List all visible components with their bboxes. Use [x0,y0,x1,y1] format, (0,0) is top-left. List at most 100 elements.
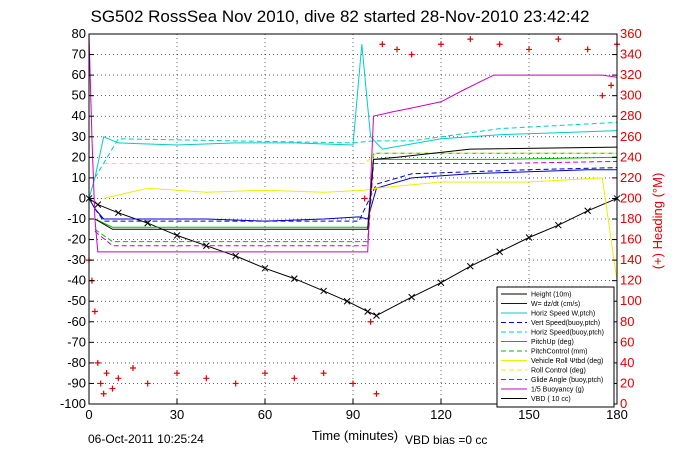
legend-entry: Height (10m) [531,292,571,299]
height-marker [173,232,181,239]
legend-entry: Vert Speed(buoy,ptch) [531,320,600,327]
y2-tick-label: 140 [620,252,642,267]
heading-marker [367,318,374,325]
footer-timestamp: 06-Oct-2011 10:25:24 [88,432,204,446]
heading-marker [144,380,151,387]
series-line [94,152,617,243]
legend-box [496,286,615,408]
y-tick-label: -50 [67,293,86,308]
y2-tick-label: 300 [620,88,642,103]
series-line [94,146,618,230]
heading-marker [608,82,615,89]
y2-tick-label: 40 [620,355,634,370]
x-tick-label: 0 [85,407,92,422]
chart-title: SG502 RossSea Nov 2010, dive 82 started … [91,7,590,26]
heading-marker [438,41,444,48]
heading-marker [555,36,562,43]
series-line [88,169,617,222]
legend-entry: PitchUp (deg) [531,339,574,346]
x-tick-label: 30 [170,407,184,422]
height-marker [525,234,533,241]
heading-marker [320,370,327,377]
y2-tick-label: 220 [620,170,642,185]
heading-marker [496,41,503,48]
y2-tick-label: 120 [620,273,642,288]
heading-marker [115,375,122,382]
heading-marker [361,195,368,202]
heading-marker [394,46,400,53]
heading-marker [100,390,107,397]
right-axis-label: (+) Heading (°M) [650,173,665,270]
y2-tick-label: 180 [620,211,642,226]
heading-marker [262,370,268,377]
y2-tick-label: 200 [620,190,642,205]
height-marker [343,297,351,305]
heading-marker [91,308,98,315]
heading-marker [526,46,532,53]
y2-tick-label: 260 [620,129,642,144]
x-tick-label: 90 [346,407,360,422]
heading-marker [467,36,474,43]
heading-marker [130,365,136,372]
legend-entry: PitchControl (mm) [531,349,587,356]
x-axis-label: Time (minutes) [312,428,398,443]
height-marker [373,312,380,319]
height-marker [290,275,298,282]
left-axis: 80 70 60 50 40 30 20 10 0 -10 -20 -30 -40 -50 -60 -70 -8… [60,26,94,411]
heading-marker [203,375,210,382]
y2-tick-label: 20 [620,375,634,390]
y-tick-label: 70 [72,47,86,62]
x-tick-label: 120 [430,407,452,422]
series-line [94,167,618,222]
legend-entry: W= dz/dt (cm/s) [531,301,580,308]
height-marker [466,262,474,270]
y2-tick-label: 320 [620,67,642,82]
heading-marker [103,370,110,377]
y-tick-label: -60 [67,314,86,329]
y2-tick-label: 240 [620,149,642,164]
height-marker [261,264,269,272]
height-marker [584,207,592,215]
y2-tick-label: 80 [620,314,634,329]
y-tick-label: -70 [67,334,86,349]
height-marker [408,293,416,301]
y2-tick-label: 60 [620,334,634,349]
heading-marker [379,41,386,48]
y2-tick-label: 360 [620,26,642,41]
y-tick-label: 30 [72,129,86,144]
height-marker [114,209,122,217]
x-tick-label: 150 [518,407,540,422]
y-tick-label: 20 [72,149,86,164]
heading-marker [584,46,591,53]
y-tick-label: 10 [72,170,86,185]
footer-vbd-bias: VBD bias =0 cc [405,433,487,447]
height-marker [232,252,240,260]
y-tick-label: -40 [67,273,86,288]
height-marker [202,242,210,250]
heading-marker [408,51,415,58]
y-tick-label: -80 [67,355,86,370]
y-tick-label: -100 [60,396,86,411]
y-tick-label: -20 [67,232,86,247]
heading-marker [94,359,101,366]
right-axis: 3603403203002802602402202001801601401201… [612,26,642,411]
legend-entry: Horiz Speed W,ptch) [531,311,595,318]
y-tick-label: 0 [79,190,86,205]
y-tick-label: 40 [72,108,86,123]
series-line [88,44,618,199]
y-tick-label: 50 [72,88,86,103]
height-marker [144,219,152,227]
y2-tick-label: 340 [620,47,642,62]
y-tick-label: -10 [67,211,86,226]
y2-tick-label: 0 [620,396,627,411]
legend-entry: 1/5 Buoyancy (g) [531,387,584,394]
heading-marker [373,390,380,397]
height-marker [364,308,372,315]
legend-entry: Vehicle Roll Ψtbd (deg) [531,358,603,365]
series-line [103,152,617,164]
heading-marker [97,380,104,387]
heading-marker [350,380,356,387]
heading-marker [232,380,239,387]
series-line [103,177,618,281]
y-tick-label: -90 [67,375,86,390]
